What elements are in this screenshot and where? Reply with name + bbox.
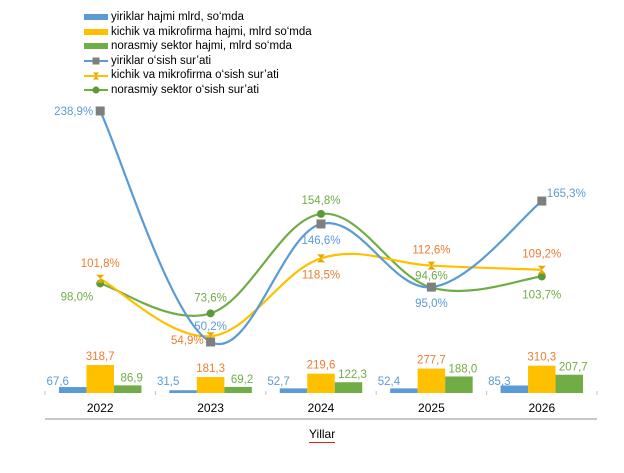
x-axis-title: Yillar — [309, 427, 336, 443]
line-data-label: 98,0% — [61, 291, 94, 303]
legend-swatch-blue-bar — [84, 11, 108, 23]
data-labels: 67,6 31,5 52,7 52,4 85,3 318,7 181,3 219,6 277,7… — [47, 106, 588, 388]
bar-data-label: 181,3 — [196, 363, 225, 375]
line-data-label: 238,9% — [54, 106, 93, 118]
bar-data-label: 219,6 — [307, 360, 336, 372]
hourglass-marker — [317, 254, 325, 263]
square-marker — [426, 282, 436, 292]
line-data-label: 95,0% — [415, 298, 448, 310]
legend-swatch-orange-bar — [84, 26, 108, 38]
bar-data-label: 67,6 — [47, 376, 69, 388]
bar-large — [169, 390, 197, 393]
x-axis: 2022 2023 2024 2025 2026 — [44, 391, 598, 420]
hourglass-marker — [537, 265, 546, 274]
line-data-label: 109,2% — [522, 249, 561, 261]
bar-small — [417, 368, 446, 393]
bar-data-label: 188,0 — [449, 363, 478, 375]
line-data-label: 165,3% — [547, 188, 586, 200]
bar-informal — [224, 386, 252, 393]
legend-label: kichik va mikrofirma hajmi, mlrd so‘mda — [111, 25, 312, 38]
legend-line-square-marker-icon — [84, 55, 108, 67]
line-data-label: 154,8% — [301, 195, 340, 207]
legend-label: norasmiy sektor hajmi, mlrd so‘mda — [111, 40, 292, 53]
lines-layer — [95, 106, 547, 347]
legend-item-line-1: kichik va mikrofirma o‘sish sur’ati — [84, 68, 312, 83]
line-data-label: 54,9% — [171, 335, 204, 347]
legend-line-circle-marker-icon — [84, 84, 108, 96]
legend-item-bar-2: norasmiy sektor hajmi, mlrd so‘mda — [84, 39, 312, 54]
bar-informal — [113, 385, 142, 393]
line-data-label: 118,5% — [302, 269, 340, 281]
legend: yiriklar hajmi mlrd, so‘mda kichik va mi… — [84, 10, 312, 98]
bar-data-label: 122,3 — [338, 369, 367, 381]
bar-data-label: 85,3 — [488, 376, 510, 388]
bar-small — [196, 377, 225, 393]
circle-marker — [317, 209, 325, 218]
legend-label: yiriklar o‘sish sur’ati — [111, 54, 212, 67]
bar-large — [58, 387, 87, 393]
circle-marker — [537, 272, 546, 281]
line-data-label: 50,2% — [194, 321, 227, 333]
bar-small — [86, 364, 114, 393]
bar-data-label: 31,5 — [157, 376, 179, 388]
line-data-label: 112,6% — [412, 245, 450, 257]
bar-data-label: 310,3 — [527, 352, 556, 364]
legend-item-bar-1: kichik va mikrofirma hajmi, mlrd so‘mda — [84, 25, 312, 40]
legend-label: norasmiy sektor o‘sish sur’ati — [111, 83, 260, 96]
legend-line-hourglass-marker-icon — [84, 70, 108, 82]
bar-small — [528, 365, 556, 393]
bar-data-label: 52,7 — [267, 376, 289, 388]
square-marker — [206, 337, 216, 347]
legend-item-line-0: yiriklar o‘sish sur’ati — [84, 54, 312, 69]
circle-marker — [206, 309, 215, 318]
bar-data-label: 86,9 — [121, 372, 143, 384]
legend-item-line-2: norasmiy sektor o‘sish sur’ati — [84, 83, 312, 98]
square-marker — [95, 106, 105, 116]
bar-informal — [445, 376, 473, 393]
line-data-label: 103,7% — [522, 289, 561, 301]
bar-large — [390, 388, 418, 393]
bar-small — [307, 373, 335, 393]
hourglass-marker — [96, 274, 105, 283]
bar-large — [500, 385, 529, 393]
x-tick-label: 2026 — [528, 401, 555, 415]
bar-data-label: 69,2 — [231, 374, 253, 386]
bar-data-label: 207,7 — [559, 362, 588, 374]
x-tick-label: 2023 — [197, 401, 224, 415]
line-small-growth — [99, 252, 542, 338]
bar-data-label: 52,4 — [378, 376, 401, 388]
bar-large — [279, 388, 308, 393]
hourglass-marker — [427, 261, 436, 270]
bar-data-label: 277,7 — [417, 355, 446, 367]
bar-data-label: 318,7 — [86, 351, 115, 363]
line-data-label: 73,6% — [194, 292, 227, 304]
x-tick-label: 2024 — [308, 401, 335, 415]
square-marker — [316, 219, 326, 229]
square-marker — [537, 196, 547, 206]
line-large-growth — [99, 110, 543, 346]
line-data-label: 101,8% — [81, 258, 120, 270]
line-data-label: 146,6% — [301, 235, 340, 247]
x-tick-label: 2025 — [418, 401, 445, 415]
bar-informal — [555, 374, 584, 393]
legend-label: kichik va mikrofirma o‘sish sur’ati — [111, 69, 279, 82]
legend-swatch-green-bar — [84, 40, 108, 52]
bar-informal — [334, 382, 363, 393]
line-data-label: 94,6% — [415, 271, 448, 283]
legend-label: yiriklar hajmi mlrd, so‘mda — [111, 11, 244, 23]
bars-layer — [58, 364, 584, 393]
legend-item-bar-0: yiriklar hajmi mlrd, so‘mda — [84, 10, 312, 25]
x-tick-label: 2022 — [87, 401, 114, 415]
